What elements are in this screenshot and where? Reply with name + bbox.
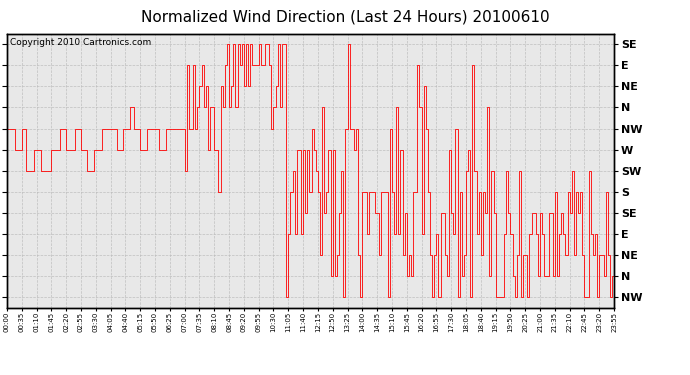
Text: Copyright 2010 Cartronics.com: Copyright 2010 Cartronics.com: [10, 38, 151, 47]
Text: Normalized Wind Direction (Last 24 Hours) 20100610: Normalized Wind Direction (Last 24 Hours…: [141, 9, 549, 24]
